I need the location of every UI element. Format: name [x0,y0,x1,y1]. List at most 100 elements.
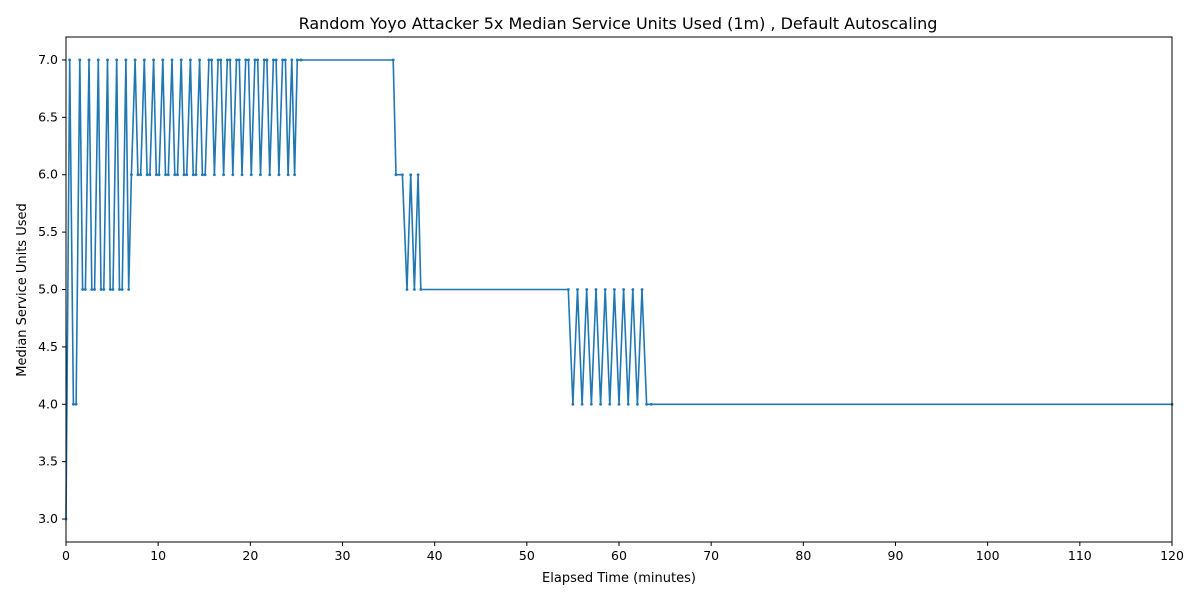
data-point [265,58,269,62]
data-point [99,288,103,291]
data-point [81,288,84,291]
data-point [133,58,137,62]
data-point [237,58,241,62]
data-point [173,173,177,177]
data-point [394,173,398,177]
x-tick-label: 120 [1160,548,1184,563]
data-point [612,288,616,291]
data-point [228,58,232,62]
y-tick-label: 5.5 [38,224,58,239]
data-point [391,58,395,62]
data-point [120,288,124,291]
data-point [198,58,202,62]
data-point [268,173,272,177]
data-point [124,58,128,62]
data-point [142,58,146,62]
data-point [136,173,140,177]
data-point [96,58,100,62]
data-point [576,288,579,291]
data-point [295,58,299,62]
plot-frame [65,36,1173,543]
data-point [631,288,635,291]
x-tick-label: 60 [611,548,627,563]
data-point [161,58,165,62]
x-tick-label: 20 [242,548,258,563]
data-point [235,58,238,62]
data-point [216,58,220,62]
data-point [148,173,152,177]
data-point [78,58,82,62]
data-point [115,58,119,62]
data-point [130,173,133,177]
data-point [90,288,94,291]
y-axis-label: Median Service Units Used [15,203,30,377]
y-tick-label: 4.5 [38,339,58,354]
data-point [170,58,174,62]
data-point [164,173,167,177]
data-point [157,173,161,177]
data-point [608,402,612,406]
data-point [249,173,253,177]
data-point [118,288,121,291]
data-point [225,58,229,62]
data-point [640,288,644,291]
data-point [189,58,192,62]
y-tick-label: 3.5 [38,454,58,469]
data-point [256,58,260,62]
data-point [622,288,626,291]
data-point [262,58,266,62]
data-point [191,173,195,177]
data-point [409,173,413,177]
data-point [247,58,250,62]
data-point [594,288,598,291]
data-point [240,173,244,177]
data-point [277,173,281,177]
x-tick-label: 80 [795,548,811,563]
series-layer [64,58,1174,521]
data-point [405,288,409,291]
data-point [636,402,639,406]
x-tick-label: 50 [519,548,535,563]
x-tick-label: 100 [976,548,1000,563]
data-point [102,288,106,291]
data-point [589,402,593,406]
data-point [580,402,584,406]
data-point [212,173,216,177]
chart-title: Random Yoyo Attacker 5x Median Service U… [299,14,938,33]
x-tick-label: 110 [1068,548,1092,563]
data-point [599,402,602,406]
data-point [166,173,170,177]
data-point [274,58,278,62]
data-point [145,173,149,177]
data-point [283,58,287,62]
y-tick-label: 3.0 [38,511,58,526]
data-point [293,173,296,177]
data-point [179,58,183,62]
data-point [152,58,155,62]
data-point [412,288,416,291]
data-point [281,58,284,62]
x-tick-label: 30 [335,548,351,563]
data-point [154,173,158,177]
data-point [176,173,179,177]
data-point [106,58,109,62]
data-point [139,173,143,177]
data-point [108,288,112,291]
x-axis-label: Elapsed Time (minutes) [542,571,696,586]
data-point [194,173,198,177]
y-tick-label: 6.5 [38,109,58,124]
x-tick-label: 0 [62,548,70,563]
data-point [244,58,248,62]
y-tick-label: 5.0 [38,282,58,297]
data-point [286,173,290,177]
x-tick-label: 40 [427,548,443,563]
data-point [68,58,72,62]
data-point [645,402,649,406]
data-point [571,402,575,406]
data-point [259,173,262,177]
data-point [203,173,207,177]
data-point [626,402,630,406]
data-point [566,288,570,291]
data-point [222,173,226,177]
